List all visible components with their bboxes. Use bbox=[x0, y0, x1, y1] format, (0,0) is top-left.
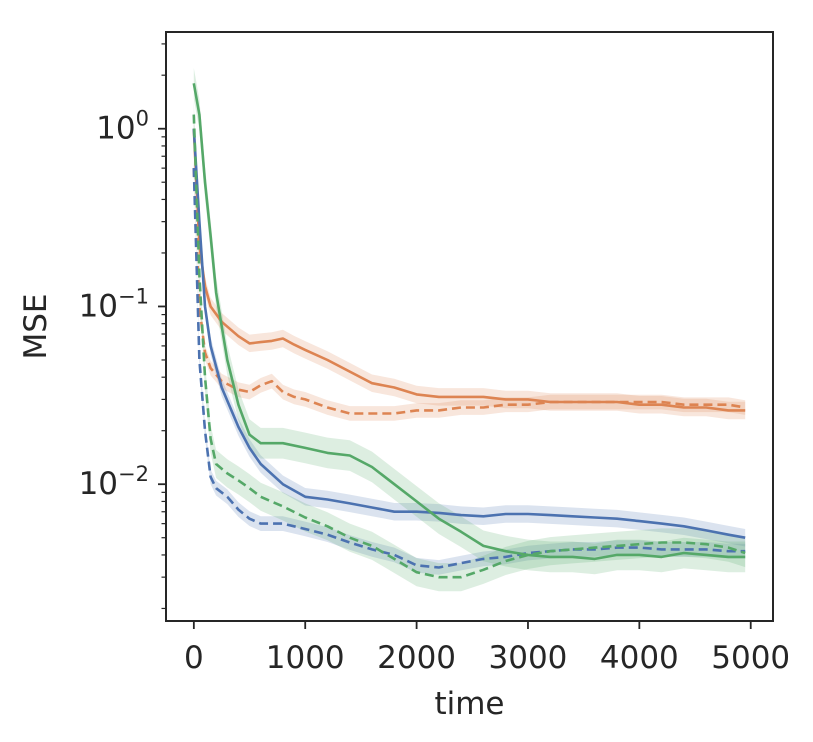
x-tick-label: 5000 bbox=[711, 640, 790, 676]
x-tick-label: 4000 bbox=[600, 640, 679, 676]
x-axis-ticks: 0 1000 2000 3000 4000 5000 bbox=[184, 621, 790, 676]
line-series-1 bbox=[192, 128, 746, 412]
line-series-3 bbox=[192, 128, 746, 539]
line-series-6 bbox=[192, 114, 746, 579]
line-series-4 bbox=[192, 168, 746, 569]
plot-frame bbox=[165, 31, 774, 622]
y-tick-label: 10−1 bbox=[79, 284, 149, 324]
y-tick-label: 100 bbox=[96, 107, 149, 147]
x-axis-label: time bbox=[434, 686, 504, 722]
band-series-2 bbox=[193, 160, 746, 421]
band-series-5 bbox=[193, 68, 746, 575]
y-axis-label: MSE bbox=[18, 293, 54, 359]
x-tick-label: 2000 bbox=[377, 640, 456, 676]
x-tick-label: 0 bbox=[184, 640, 204, 676]
band-series-1 bbox=[193, 120, 746, 420]
y-axis-ticks: 100 10−1 10−2 bbox=[79, 43, 166, 610]
confidence-bands bbox=[193, 68, 746, 592]
y-tick-label: 10−2 bbox=[79, 462, 149, 502]
series-lines bbox=[192, 83, 746, 579]
x-tick-label: 1000 bbox=[266, 640, 345, 676]
x-tick-label: 3000 bbox=[489, 640, 568, 676]
line-series-5 bbox=[192, 83, 746, 561]
line-series-2 bbox=[192, 168, 746, 415]
